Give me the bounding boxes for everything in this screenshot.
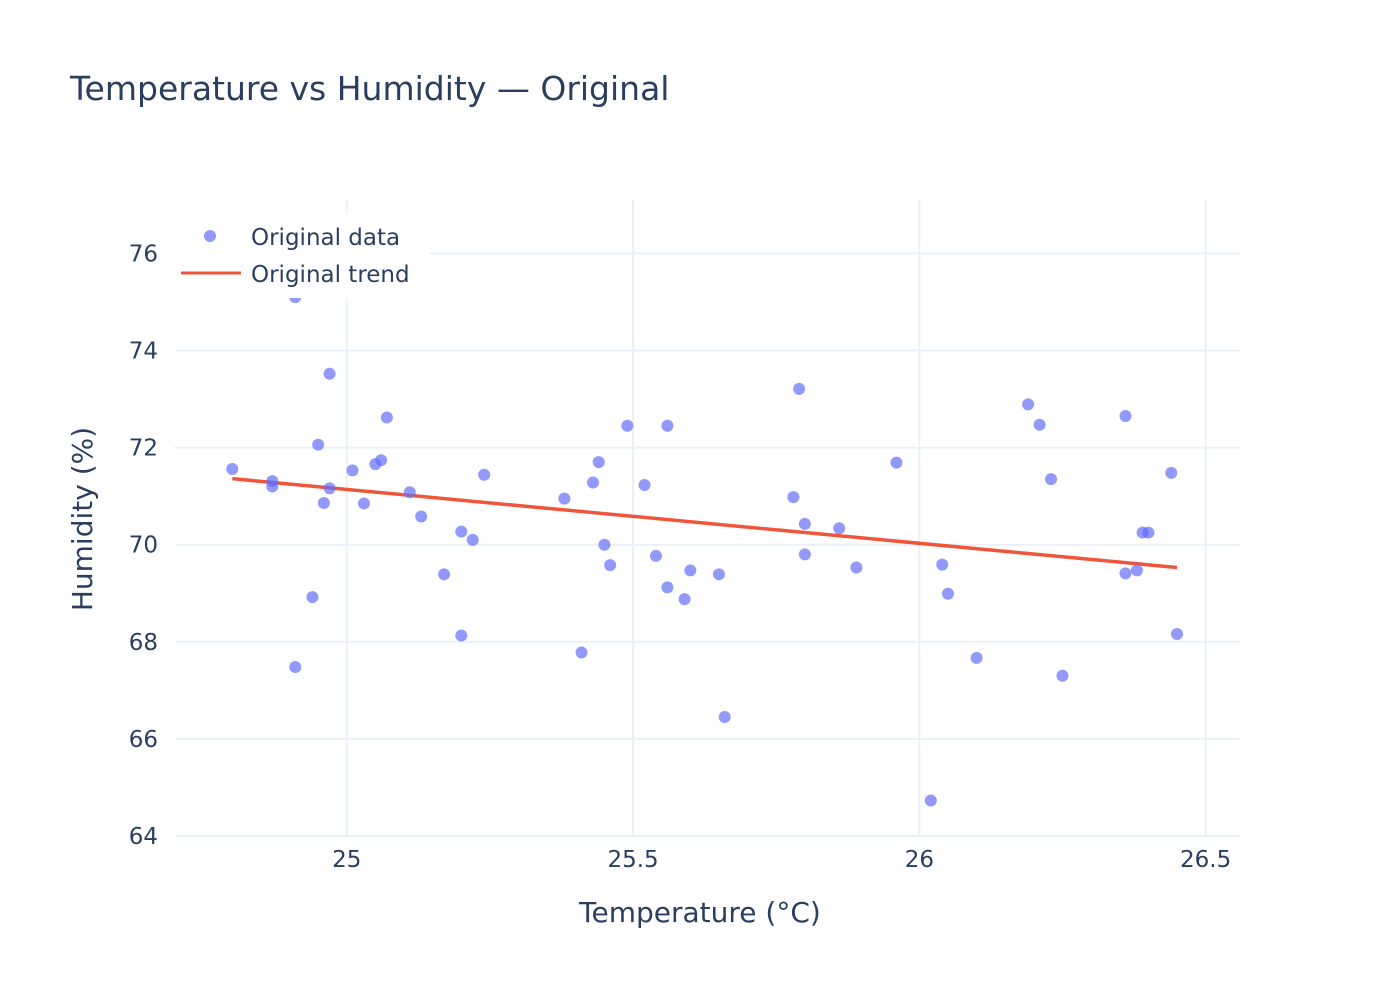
data-point[interactable] — [1119, 567, 1132, 580]
chart-title: Temperature vs Humidity — Original — [69, 69, 669, 108]
data-point[interactable] — [226, 462, 239, 475]
axis-tick-labels: 25 25.5 26 26.5 64 66 68 70 72 74 76 — [129, 241, 1232, 873]
data-point[interactable] — [403, 486, 416, 499]
x-axis-label: Temperature (°C) — [578, 896, 821, 929]
data-point[interactable] — [661, 419, 674, 432]
data-point[interactable] — [466, 533, 479, 546]
data-point[interactable] — [924, 794, 937, 807]
data-point[interactable] — [890, 456, 903, 469]
data-point[interactable] — [1171, 628, 1184, 641]
x-tick-label: 26 — [905, 847, 934, 873]
data-point[interactable] — [638, 478, 651, 491]
trend-line — [232, 476, 1178, 570]
data-point[interactable] — [787, 491, 800, 504]
data-point[interactable] — [455, 525, 468, 538]
data-point[interactable] — [678, 593, 691, 606]
legend[interactable]: Original data Original trend — [168, 214, 430, 298]
data-point[interactable] — [621, 419, 634, 432]
data-point[interactable] — [1142, 526, 1155, 539]
data-point[interactable] — [312, 438, 325, 451]
data-points-layer — [226, 291, 1184, 807]
y-tick-label: 66 — [129, 727, 158, 753]
data-point[interactable] — [1056, 669, 1069, 682]
data-point[interactable] — [793, 382, 806, 395]
legend-label-data: Original data — [251, 225, 400, 251]
data-point[interactable] — [936, 558, 949, 571]
data-point[interactable] — [684, 564, 697, 577]
y-tick-label: 70 — [129, 533, 158, 559]
data-point[interactable] — [415, 510, 428, 523]
data-point[interactable] — [1033, 418, 1046, 431]
data-point[interactable] — [558, 492, 571, 505]
y-tick-label: 76 — [129, 241, 158, 267]
y-tick-label: 64 — [129, 824, 158, 850]
data-point[interactable] — [306, 591, 319, 604]
data-point[interactable] — [266, 480, 279, 493]
data-point[interactable] — [833, 522, 846, 535]
y-tick-label: 68 — [129, 630, 158, 656]
legend-label-trend: Original trend — [251, 262, 410, 288]
data-point[interactable] — [604, 559, 617, 572]
data-point[interactable] — [1130, 564, 1143, 577]
data-point[interactable] — [649, 549, 662, 562]
legend-marker-data — [204, 230, 216, 242]
data-point[interactable] — [1119, 410, 1132, 423]
data-point[interactable] — [718, 711, 731, 724]
data-point[interactable] — [317, 496, 330, 509]
legend-background — [168, 214, 430, 298]
data-point[interactable] — [712, 568, 725, 581]
data-point[interactable] — [798, 548, 811, 561]
data-point[interactable] — [478, 468, 491, 481]
data-point[interactable] — [1022, 398, 1035, 411]
data-point[interactable] — [375, 454, 388, 467]
data-point[interactable] — [598, 538, 611, 551]
x-tick-label: 26.5 — [1180, 847, 1231, 873]
data-point[interactable] — [798, 517, 811, 530]
y-tick-label: 72 — [129, 436, 158, 462]
y-tick-label: 74 — [129, 339, 158, 365]
trend-line-layer — [232, 476, 1178, 570]
data-point[interactable] — [575, 646, 588, 659]
data-point[interactable] — [941, 587, 954, 600]
data-point[interactable] — [323, 367, 336, 380]
data-point[interactable] — [1165, 466, 1178, 479]
data-point[interactable] — [323, 482, 336, 495]
data-point[interactable] — [1045, 473, 1058, 486]
data-point[interactable] — [438, 568, 451, 581]
x-tick-label: 25 — [332, 847, 361, 873]
data-point[interactable] — [380, 411, 393, 424]
data-point[interactable] — [850, 561, 863, 574]
data-point[interactable] — [970, 651, 983, 664]
y-axis-label: Humidity (%) — [66, 427, 99, 611]
data-point[interactable] — [455, 629, 468, 642]
data-point[interactable] — [592, 456, 605, 469]
data-point[interactable] — [586, 476, 599, 489]
data-point[interactable] — [289, 661, 302, 674]
data-point[interactable] — [357, 497, 370, 510]
data-point[interactable] — [661, 581, 674, 594]
data-point[interactable] — [346, 464, 359, 477]
x-tick-label: 25.5 — [607, 847, 658, 873]
